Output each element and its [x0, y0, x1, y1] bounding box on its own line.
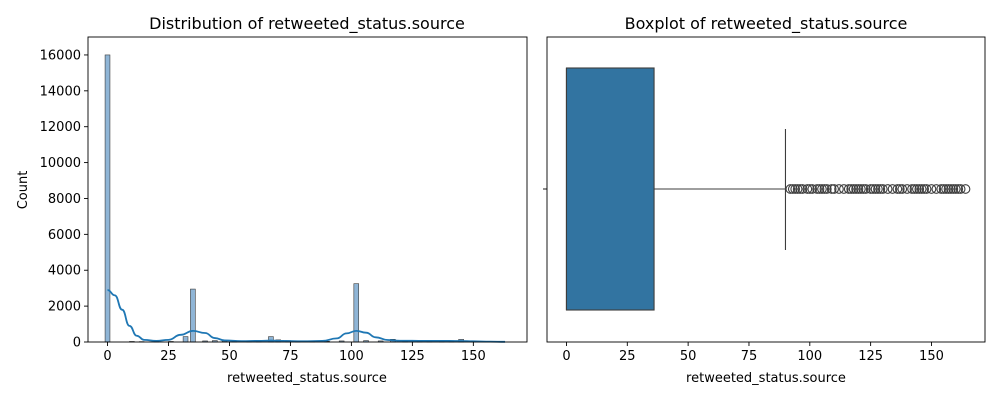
y-tick-label: 6000	[48, 228, 81, 243]
histogram-title: Distribution of retweeted_status.source	[149, 14, 465, 34]
x-tick-label: 100	[797, 349, 822, 364]
boxplot-box	[566, 68, 654, 310]
x-tick-label: 75	[282, 349, 299, 364]
boxplot-panel: Boxplot of retweeted_status.source 0 25 50…	[543, 14, 985, 386]
y-tick-label: 0	[73, 336, 81, 351]
y-tick-label: 10000	[40, 156, 81, 171]
histogram-bar	[354, 284, 359, 342]
x-tick-label: 50	[680, 349, 697, 364]
histogram-y-axis-label: Count	[16, 171, 31, 210]
histogram-bars	[105, 55, 500, 342]
histogram-bar	[183, 337, 188, 342]
boxplot-body	[566, 68, 785, 310]
x-tick-label: 50	[221, 349, 238, 364]
histogram-bar	[190, 289, 195, 342]
y-tick-label: 14000	[40, 84, 81, 99]
x-tick-label: 0	[562, 349, 570, 364]
histogram-y-ticks: 0 2000 4000 6000 8000 10000 12000 14000 16000	[40, 48, 88, 350]
y-tick-label: 2000	[48, 300, 81, 315]
x-tick-label: 125	[400, 349, 425, 364]
histogram-panel: Distribution of retweeted_status.source …	[16, 14, 527, 386]
boxplot-outliers	[786, 185, 970, 194]
y-tick-label: 16000	[40, 48, 81, 63]
histogram-bar	[105, 55, 110, 342]
x-tick-label: 25	[619, 349, 636, 364]
histogram-x-ticks: 0 25 50 75 100 125 150	[103, 342, 485, 364]
boxplot-x-ticks: 0 25 50 75 100 125 150	[562, 342, 944, 364]
y-tick-label: 8000	[48, 192, 81, 207]
y-tick-label: 12000	[40, 120, 81, 135]
histogram-frame	[88, 37, 527, 342]
boxplot-title: Boxplot of retweeted_status.source	[625, 14, 908, 34]
x-tick-label: 150	[461, 349, 486, 364]
kde-line	[108, 290, 506, 342]
y-tick-label: 4000	[48, 264, 81, 279]
x-tick-label: 25	[160, 349, 177, 364]
x-tick-label: 0	[103, 349, 111, 364]
x-tick-label: 125	[858, 349, 883, 364]
x-tick-label: 150	[919, 349, 944, 364]
histogram-x-axis-label: retweeted_status.source	[227, 371, 387, 386]
boxplot-x-axis-label: retweeted_status.source	[686, 371, 846, 386]
x-tick-label: 75	[741, 349, 758, 364]
x-tick-label: 100	[339, 349, 364, 364]
